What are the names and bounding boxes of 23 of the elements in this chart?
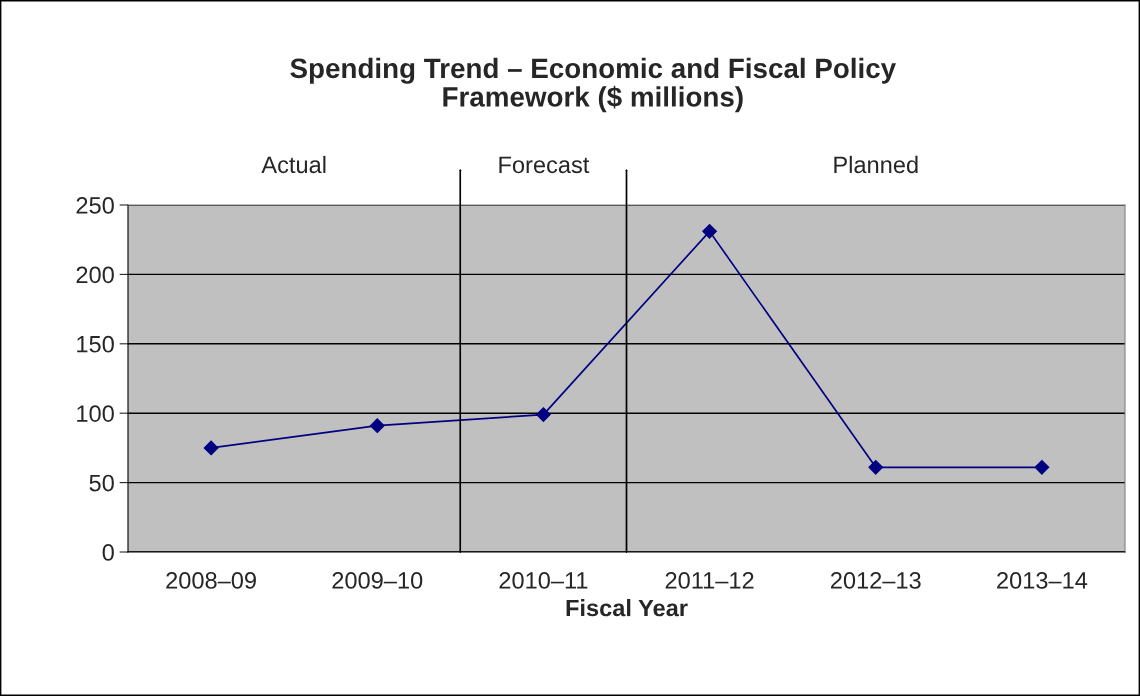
chart-title: Spending Trend – Economic and Fiscal Policy Framework ($ millions) <box>290 57 896 113</box>
y-tick-label: 150 <box>77 335 114 353</box>
point <box>369 418 385 434</box>
x-tick-label: 2008–09 <box>166 572 256 589</box>
point <box>203 440 219 456</box>
x-tick-label: 2010–11 <box>499 572 588 589</box>
x-tick-label: 2009–10 <box>332 572 423 589</box>
point <box>536 407 551 422</box>
point <box>868 459 884 475</box>
x-tick-label: 2013–14 <box>997 572 1088 589</box>
band-label: Planned <box>834 155 918 174</box>
y-tick-label: 200 <box>76 266 114 284</box>
y-tick-label: 0 <box>102 544 114 561</box>
x-tick-label: 2011–12 <box>665 572 754 589</box>
y-tick-label: 250 <box>76 197 114 214</box>
y-tick-label: 100 <box>77 405 114 422</box>
x-tick-label: 2012–13 <box>830 572 921 589</box>
band-label: Actual <box>261 155 326 174</box>
x-axis-title: Fiscal Year <box>566 599 688 617</box>
point <box>702 223 717 239</box>
band-label: Forecast <box>499 156 590 174</box>
point <box>1034 459 1050 475</box>
y-tick-label: 50 <box>89 474 114 492</box>
